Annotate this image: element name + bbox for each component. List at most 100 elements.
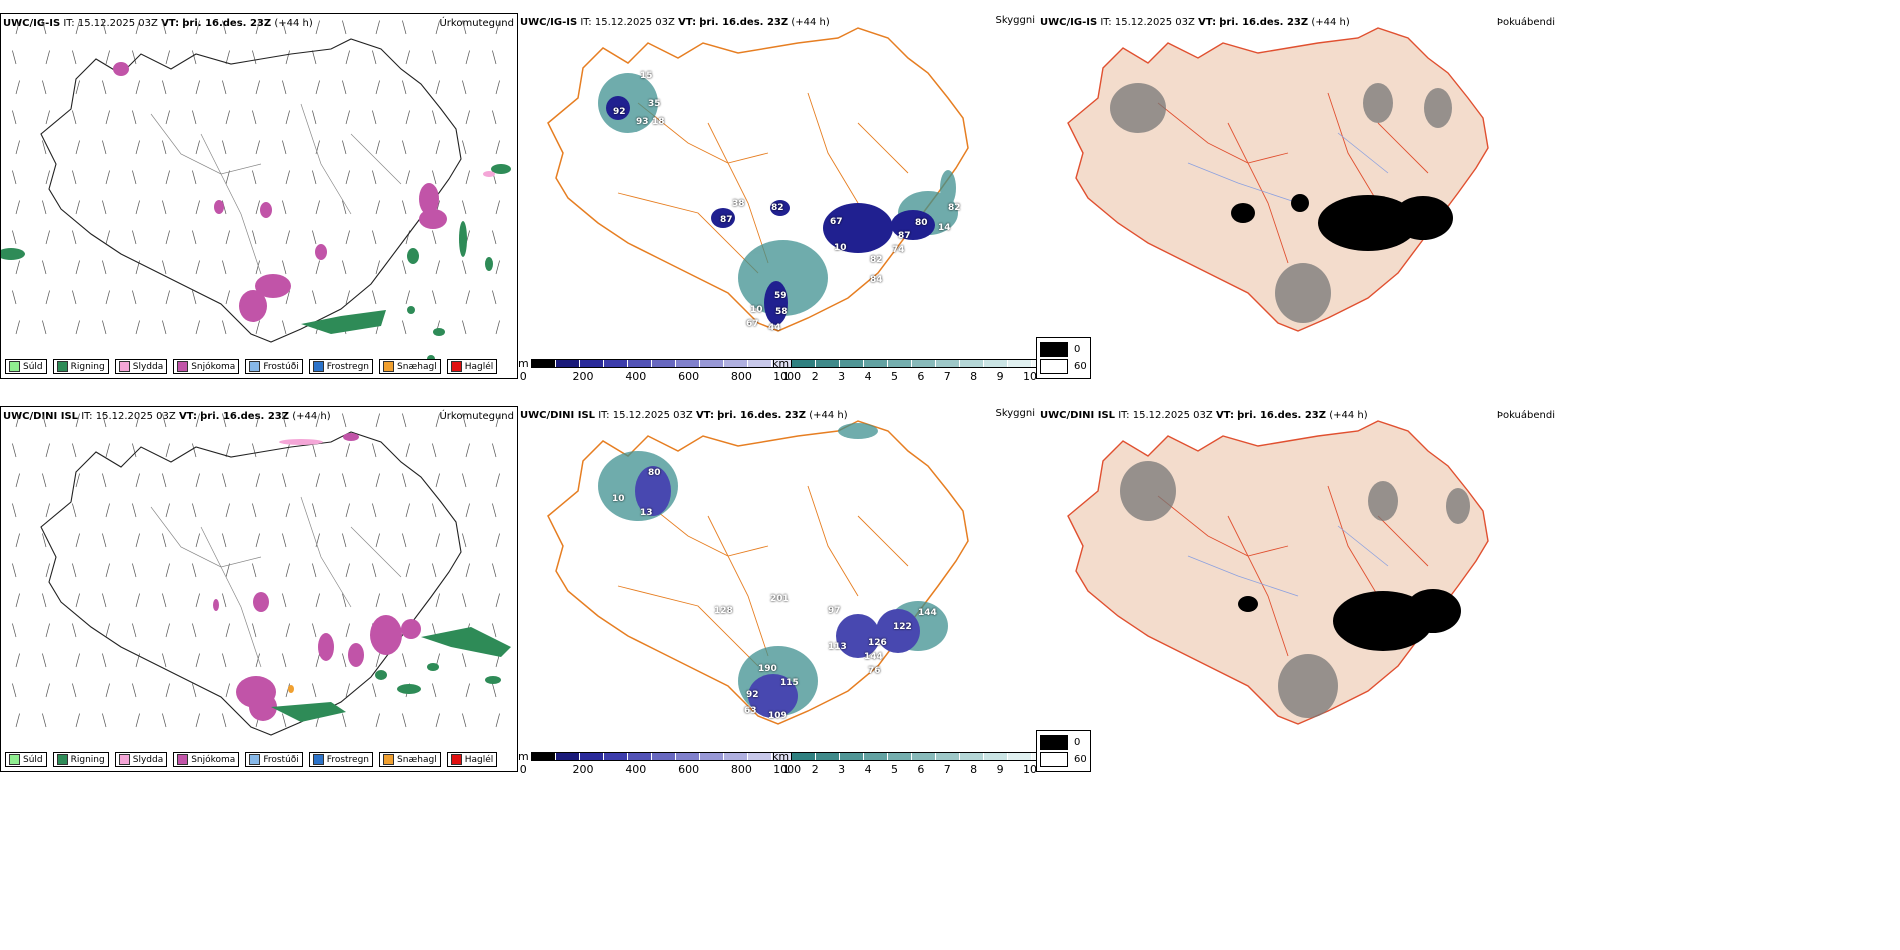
legend-swatch	[312, 754, 324, 765]
cloud-base-colorbar: m 0 200 400 600 800 1000	[518, 750, 802, 776]
visibility-value-label: 44	[768, 323, 781, 333]
visibility-value-label: 74	[892, 245, 905, 255]
visibility-colorbar: km 1 2 3 4 5 6 7 8 9 10	[772, 750, 1058, 776]
precip-map	[1, 20, 511, 363]
visibility-value-label: 38	[732, 199, 745, 209]
legend-swatch	[450, 361, 462, 372]
panel-header: UWC/IG-IS IT: 15.12.2025 03Z VT: þri. 16…	[3, 18, 313, 29]
fog-map	[1067, 27, 1489, 332]
precip-map	[12, 413, 511, 736]
panel-title: Skyggni	[995, 15, 1035, 26]
legend-item: Snæhagl	[379, 359, 441, 374]
visibility-value-label: 92	[613, 107, 626, 117]
panel-title: Úrkomutegund	[439, 18, 514, 29]
legend-item: Frostregn	[308, 359, 374, 374]
visibility-value-label: 80	[648, 468, 661, 478]
precip-type-legend: Súld Rigning Slydda Snjókoma Frostúði Fr…	[5, 359, 498, 374]
visibility-value-label: 67	[830, 217, 843, 227]
visibility-value-label: 14	[938, 223, 951, 233]
visibility-panel-igis: UWC/IG-IS IT: 15.12.2025 03Z VT: þri. 16…	[518, 13, 1038, 379]
legend-swatch	[56, 754, 68, 765]
visibility-value-label: 144	[918, 608, 937, 618]
legend-swatch	[249, 754, 261, 765]
visibility-value-label: 144	[864, 652, 883, 662]
legend-swatch	[177, 361, 189, 372]
legend-swatch	[177, 754, 189, 765]
visibility-value-label: 82	[771, 203, 784, 213]
legend-swatch	[383, 754, 395, 765]
visibility-value-label: 67	[746, 319, 759, 329]
legend-swatch	[249, 361, 261, 372]
panel-title: Skyggni	[995, 408, 1035, 419]
panel-header: UWC/IG-IS IT: 15.12.2025 03Z VT: þri. 16…	[1040, 17, 1350, 28]
legend-item: Súld	[5, 359, 47, 374]
visibility-value-label: 18	[652, 117, 665, 127]
legend-item: Súld	[5, 752, 47, 767]
visibility-value-label: 126	[868, 638, 887, 648]
legend-swatch	[118, 361, 130, 372]
visibility-value-label: 76	[868, 666, 881, 676]
panel-header: UWC/IG-IS IT: 15.12.2025 03Z VT: þri. 16…	[520, 17, 830, 28]
visibility-value-label: 87	[898, 231, 911, 241]
legend-swatch	[9, 361, 20, 372]
legend-item: Snæhagl	[379, 752, 441, 767]
fog-map	[1067, 420, 1489, 725]
visibility-value-label: 35	[648, 99, 661, 109]
panel-header: UWC/DINI ISL IT: 15.12.2025 03Z VT: þri.…	[3, 411, 331, 422]
visibility-value-label: 113	[828, 642, 847, 652]
precip-type-panel-dini: UWC/DINI ISL IT: 15.12.2025 03Z VT: þri.…	[0, 406, 518, 772]
legend-swatch	[9, 754, 20, 765]
legend-item: Slydda	[114, 752, 168, 767]
visibility-value-label: 84	[870, 275, 883, 285]
panel-title: Þokuábendi	[1496, 17, 1555, 28]
visibility-value-label: 122	[893, 622, 912, 632]
visibility-value-label: 80	[915, 218, 928, 228]
visibility-map	[547, 27, 969, 332]
visibility-colorbar: km 1 2 3 4 5 6 7 8 9 10	[772, 357, 1058, 383]
legend-item: Rigning	[52, 752, 109, 767]
visibility-value-label: 82	[948, 203, 961, 213]
visibility-value-label: 58	[775, 307, 788, 317]
legend-item: Haglél	[446, 359, 498, 374]
visibility-value-label: 92	[746, 690, 759, 700]
visibility-value-label: 63	[744, 706, 757, 716]
legend-item: Snjókoma	[173, 359, 240, 374]
legend-item: Haglél	[446, 752, 498, 767]
legend-swatch	[56, 361, 68, 372]
visibility-value-label: 97	[828, 606, 841, 616]
fog-index-panel-igis: UWC/IG-IS IT: 15.12.2025 03Z VT: þri. 16…	[1038, 13, 1558, 379]
panel-title: Þokuábendi	[1496, 410, 1555, 421]
cloud-base-colorbar: m 0 200 400 600 800 1000	[518, 357, 802, 383]
visibility-value-label: 93	[636, 117, 649, 127]
visibility-value-label: 128	[714, 606, 733, 616]
visibility-value-label: 201	[770, 594, 789, 604]
panel-header: UWC/DINI ISL IT: 15.12.2025 03Z VT: þri.…	[1040, 410, 1368, 421]
legend-swatch	[118, 754, 130, 765]
visibility-value-label: 10	[612, 494, 625, 504]
visibility-value-label: 59	[774, 291, 787, 301]
legend-item: Rigning	[52, 359, 109, 374]
visibility-value-label: 115	[780, 678, 799, 688]
legend-swatch	[383, 361, 395, 372]
visibility-value-label: 87	[720, 215, 733, 225]
legend-swatch	[450, 754, 462, 765]
visibility-map	[547, 420, 969, 725]
fog-index-panel-dini: UWC/DINI ISL IT: 15.12.2025 03Z VT: þri.…	[1038, 406, 1558, 772]
legend-item: Slydda	[114, 359, 168, 374]
panel-title: Úrkomutegund	[439, 411, 514, 422]
visibility-panel-dini: UWC/DINI ISL IT: 15.12.2025 03Z VT: þri.…	[518, 406, 1038, 772]
visibility-value-label: 15	[640, 71, 653, 81]
legend-item: Frostúði	[245, 359, 303, 374]
visibility-value-label: 10	[750, 305, 763, 315]
legend-swatch	[312, 361, 324, 372]
visibility-value-label: 13	[640, 508, 653, 518]
legend-item: Frostúði	[245, 752, 303, 767]
precip-type-legend: Súld Rigning Slydda Snjókoma Frostúði Fr…	[5, 752, 498, 767]
visibility-value-label: 190	[758, 664, 777, 674]
visibility-value-label: 82	[870, 255, 883, 265]
panel-header: UWC/DINI ISL IT: 15.12.2025 03Z VT: þri.…	[520, 410, 848, 421]
legend-item: Snjókoma	[173, 752, 240, 767]
visibility-value-label: 109	[768, 711, 787, 721]
legend-item: Frostregn	[308, 752, 374, 767]
fog-legend: 0 60	[1036, 337, 1091, 379]
